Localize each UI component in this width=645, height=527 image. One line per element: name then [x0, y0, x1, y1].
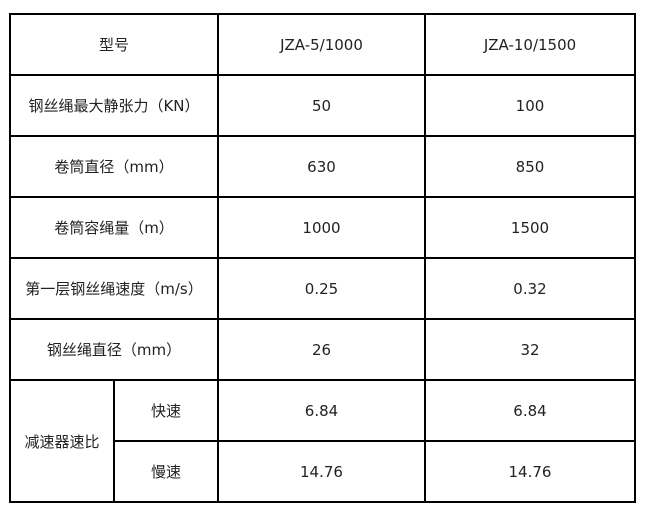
cell: 630 — [217, 135, 426, 198]
cell: 14.76 — [424, 440, 636, 503]
row-label: 卷筒直径（mm） — [9, 135, 219, 198]
cell: 26 — [217, 318, 426, 381]
row-label: 卷筒容绳量（m） — [9, 196, 219, 259]
table-row: 卷筒直径（mm） 630 850 — [9, 135, 636, 198]
cell: 32 — [424, 318, 636, 381]
ratio-label: 减速器速比 — [9, 379, 115, 503]
table-row: 钢丝绳最大静张力（KN） 50 100 — [9, 74, 636, 137]
header-model-2: JZA-10/1500 — [424, 13, 636, 76]
row-label: 钢丝绳最大静张力（KN） — [9, 74, 219, 137]
row-label: 钢丝绳直径（mm） — [9, 318, 219, 381]
cell: 0.25 — [217, 257, 426, 320]
table-row-fast: 减速器速比 快速 6.84 6.84 — [9, 379, 636, 503]
cell: 1500 — [424, 196, 636, 259]
header-label: 型号 — [9, 13, 219, 76]
table-row: 卷筒容绳量（m） 1000 1500 — [9, 196, 636, 259]
table-row: 第一层钢丝绳速度（m/s） 0.25 0.32 — [9, 257, 636, 320]
cell: 14.76 — [217, 440, 426, 503]
cell: 50 — [217, 74, 426, 137]
header-model-1: JZA-5/1000 — [217, 13, 426, 76]
table-header-row: 型号 JZA-5/1000 JZA-10/1500 — [9, 13, 636, 76]
spec-table: 型号 JZA-5/1000 JZA-10/1500 钢丝绳最大静张力（KN） 5… — [9, 13, 636, 503]
cell: 100 — [424, 74, 636, 137]
row-label: 第一层钢丝绳速度（m/s） — [9, 257, 219, 320]
table-row: 钢丝绳直径（mm） 26 32 — [9, 318, 636, 381]
cell: 6.84 — [424, 379, 636, 442]
cell: 6.84 — [217, 379, 426, 442]
fast-label: 快速 — [113, 379, 219, 442]
cell: 0.32 — [424, 257, 636, 320]
table-row-slow: 慢速 14.76 14.76 — [10, 440, 636, 503]
slow-label: 慢速 — [113, 440, 219, 503]
cell: 850 — [424, 135, 636, 198]
cell: 1000 — [217, 196, 426, 259]
